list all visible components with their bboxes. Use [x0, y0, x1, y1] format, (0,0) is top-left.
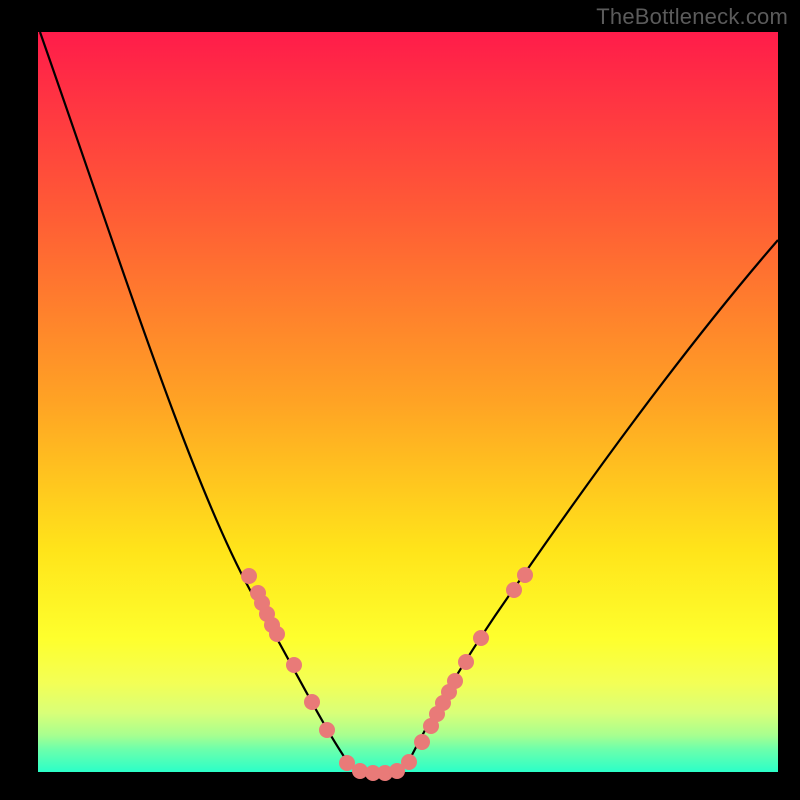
marker-dot — [473, 630, 489, 646]
curve-left — [40, 32, 362, 772]
marker-dot — [241, 568, 257, 584]
marker-dot — [447, 673, 463, 689]
marker-dot — [286, 657, 302, 673]
marker-dot — [458, 654, 474, 670]
marker-dot — [401, 754, 417, 770]
marker-dot — [319, 722, 335, 738]
marker-dot — [414, 734, 430, 750]
marker-dot — [506, 582, 522, 598]
marker-dot — [269, 626, 285, 642]
bottleneck-curve — [0, 0, 800, 800]
marker-dot — [517, 567, 533, 583]
marker-dot — [304, 694, 320, 710]
